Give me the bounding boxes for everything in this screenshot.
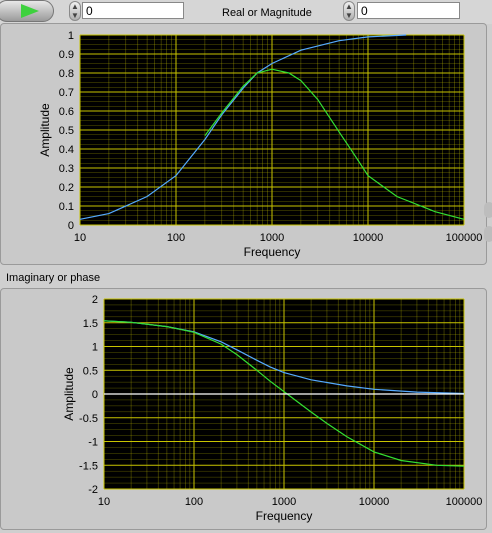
y-tick-label: 0.5 [59,125,74,137]
x-tick-label: 10000 [353,232,384,244]
y-tick-label: 0.1 [59,201,74,213]
real-spinner-icon[interactable]: ▲ ▼ [69,1,81,21]
y-tick-label: -1.5 [79,460,98,472]
x-tick-label: 10 [98,496,110,508]
imaginary-phase-input[interactable] [357,2,460,19]
x-tick-label: 1000 [260,232,284,244]
y-tick-label: 0.4 [59,144,74,156]
imaginary-phase-label: Imaginary or phase [6,272,101,284]
x-axis-label: Frequency [256,509,313,523]
x-axis-label: Frequency [244,245,301,259]
y-axis-label: Amplitude [62,367,76,421]
x-tick-label: 1000 [272,496,296,508]
y-tick-label: 0.5 [83,365,98,377]
y-tick-label: 1 [68,30,74,42]
series-line [204,68,465,220]
y-tick-label: 0 [92,389,98,401]
magnitude-chart: 10 100 1000 10000 100000 0 0.1 0.2 0.3 0.4 0.5 0.6 0… [38,30,483,259]
y-tick-label: -2 [88,484,98,496]
top-control-bar: ▲▼ Real or Magnitude ▲▼ [0,0,492,24]
x-tick-label: 100000 [446,232,483,244]
panel-handle-icon[interactable] [484,202,492,218]
run-arrow-icon [21,4,39,18]
x-tick-label: 100 [167,232,185,244]
phase-chart: 10 100 1000 10000 100000 -2 -1.5 -1 -0.5 0 0.5 1 1.5… [62,294,483,523]
y-tick-label: 0.8 [59,68,74,80]
phase-graph-panel: 10 100 1000 10000 100000 -2 -1.5 -1 -0.5 0 0.5 1 1.5… [0,288,487,530]
y-tick-label: 0.3 [59,163,74,175]
y-tick-label: -1 [88,437,98,449]
x-tick-label: 100 [185,496,203,508]
magnitude-graph-panel: 10 100 1000 10000 100000 0 0.1 0.2 0.3 0.4 0.5 0.6 0… [0,23,492,265]
y-tick-label: 1.5 [83,318,98,330]
y-tick-label: 1 [92,342,98,354]
real-magnitude-input[interactable] [82,2,184,19]
x-tick-label: 10 [74,232,86,244]
y-tick-label: 0 [68,220,74,232]
y-tick-label: 0.2 [59,182,74,194]
y-tick-label: 2 [92,294,98,306]
y-axis-label: Amplitude [38,103,52,157]
y-tick-label: 0.9 [59,49,74,61]
y-tick-label: 0.6 [59,106,74,118]
run-button[interactable] [0,0,54,22]
y-tick-label: 0.7 [59,87,74,99]
imag-spinner-icon[interactable]: ▲ ▼ [343,1,355,21]
series-line [103,320,465,467]
series-line [79,34,407,220]
x-tick-label: 100000 [446,496,483,508]
panel-handle-icon[interactable] [484,226,492,242]
x-tick-label: 10000 [359,496,390,508]
real-magnitude-label: Real or Magnitude [222,7,312,19]
y-tick-label: -0.5 [79,413,98,425]
